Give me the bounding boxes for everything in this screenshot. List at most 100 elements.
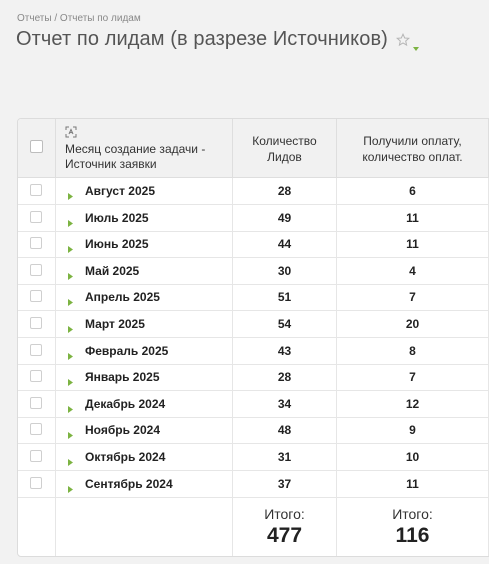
totals-paid-cell: Итого: 116 [337, 498, 489, 556]
table-row[interactable]: Ноябрь 2024 48 9 [18, 417, 489, 445]
row-checkbox[interactable] [30, 450, 42, 462]
row-leads-value: 34 [233, 390, 337, 417]
row-checkbox[interactable] [30, 370, 42, 383]
header-leads-cell[interactable]: Количество Лидов [233, 119, 337, 178]
expand-arrow-icon[interactable] [68, 267, 73, 280]
expand-arrow-icon[interactable] [68, 214, 73, 227]
breadcrumb-current[interactable]: Отчеты по лидам [59, 13, 141, 24]
totals-leads-value: 477 [266, 524, 303, 547]
table-header: Месяц создание задачи - Источник заявки … [18, 119, 489, 178]
row-paid-value: 20 [337, 311, 489, 337]
row-month-label: Июнь 2025 [85, 237, 149, 252]
row-check-cell [18, 284, 56, 311]
row-paid-value: 7 [337, 284, 489, 311]
row-leads-value: 37 [233, 470, 337, 497]
expand-arrow-icon[interactable] [68, 480, 73, 493]
row-paid-value: 8 [337, 337, 489, 364]
row-month-label: Май 2025 [85, 263, 140, 278]
row-checkbox[interactable] [30, 290, 42, 303]
row-check-cell [18, 364, 56, 391]
row-paid-value: 10 [337, 444, 489, 470]
table-row[interactable]: Январь 2025 28 7 [18, 364, 489, 392]
row-checkbox[interactable] [30, 396, 42, 409]
totals-paid-label: Итого: [392, 506, 433, 522]
row-month-label: Февраль 2025 [85, 343, 169, 358]
expand-arrow-icon[interactable] [68, 187, 73, 200]
table-row[interactable]: Сентябрь 2024 37 11 [18, 470, 489, 498]
table-row[interactable]: Март 2025 54 20 [18, 311, 489, 338]
row-month-label: Сентябрь 2024 [85, 476, 173, 491]
header-name-cell[interactable]: Месяц создание задачи - Источник заявки [56, 119, 233, 178]
row-checkbox[interactable] [30, 476, 42, 489]
row-leads-value: 31 [233, 444, 337, 470]
select-all-checkbox[interactable] [30, 140, 43, 153]
row-paid-value: 7 [337, 364, 489, 391]
expand-arrow-icon[interactable] [68, 453, 73, 466]
row-leads-value: 54 [233, 311, 337, 337]
row-month-label: Апрель 2025 [85, 290, 160, 305]
row-checkbox[interactable] [30, 237, 42, 250]
expand-arrow-icon[interactable] [68, 347, 73, 360]
row-name-cell: Декабрь 2024 [56, 390, 233, 417]
row-checkbox[interactable] [30, 343, 42, 356]
table-row[interactable]: Февраль 2025 43 8 [18, 337, 489, 365]
row-checkbox[interactable] [30, 184, 42, 196]
row-name-cell: Сентябрь 2024 [56, 470, 233, 497]
row-check-cell [18, 178, 56, 204]
row-checkbox[interactable] [30, 263, 42, 276]
row-check-cell [18, 417, 56, 444]
row-paid-value: 11 [337, 204, 489, 231]
breadcrumb: Отчеты / Отчеты по лидам [17, 13, 141, 24]
row-check-cell [18, 231, 56, 258]
row-checkbox[interactable] [30, 317, 42, 329]
table-row[interactable]: Июль 2025 49 11 [18, 204, 489, 232]
column-settings-icon[interactable] [65, 126, 77, 138]
row-name-cell: Январь 2025 [56, 364, 233, 391]
table-totals-row: Итого: 477 Итого: 116 [18, 498, 489, 556]
table-row[interactable]: Декабрь 2024 34 12 [18, 390, 489, 418]
row-name-cell: Апрель 2025 [56, 284, 233, 311]
totals-check-cell [18, 498, 56, 556]
table-row[interactable]: Июнь 2025 44 11 [18, 231, 489, 259]
row-month-label: Декабрь 2024 [85, 396, 166, 411]
row-check-cell [18, 204, 56, 231]
row-check-cell [18, 257, 56, 284]
row-month-label: Октябрь 2024 [85, 450, 166, 464]
row-name-cell: Ноябрь 2024 [56, 417, 233, 444]
header-paid-cell[interactable]: Получили оплату, количество оплат. [337, 119, 489, 178]
expand-arrow-icon[interactable] [68, 426, 73, 440]
row-check-cell [18, 337, 56, 364]
caret-down-icon[interactable] [412, 38, 419, 51]
breadcrumb-parent-link[interactable]: Отчеты [17, 13, 52, 24]
expand-arrow-icon[interactable] [68, 373, 73, 387]
row-leads-value: 49 [233, 204, 337, 231]
row-paid-value: 11 [337, 470, 489, 497]
report-table: Месяц создание задачи - Источник заявки … [17, 118, 489, 557]
row-month-label: Ноябрь 2024 [85, 423, 160, 438]
row-checkbox[interactable] [30, 423, 42, 436]
row-name-cell: Август 2025 [56, 178, 233, 204]
expand-arrow-icon[interactable] [68, 400, 73, 413]
table-row[interactable]: Апрель 2025 51 7 [18, 284, 489, 312]
row-leads-value: 30 [233, 257, 337, 284]
row-leads-value: 51 [233, 284, 337, 311]
row-month-label: Январь 2025 [85, 370, 160, 385]
row-check-cell [18, 444, 56, 470]
expand-arrow-icon[interactable] [68, 240, 73, 254]
row-check-cell [18, 390, 56, 417]
header-select-all-cell [18, 119, 56, 178]
expand-arrow-icon[interactable] [68, 293, 73, 307]
row-checkbox[interactable] [30, 210, 42, 223]
table-row[interactable]: Август 2025 28 6 [18, 178, 489, 205]
row-check-cell [18, 311, 56, 337]
row-paid-value: 9 [337, 417, 489, 444]
star-icon[interactable] [395, 32, 410, 47]
row-leads-value: 43 [233, 337, 337, 364]
table-row[interactable]: Октябрь 2024 31 10 [18, 444, 489, 471]
row-paid-value: 11 [337, 231, 489, 258]
row-paid-value: 4 [337, 257, 489, 284]
totals-name-cell [56, 498, 233, 556]
table-row[interactable]: Май 2025 30 4 [18, 257, 489, 285]
row-name-cell: Октябрь 2024 [56, 444, 233, 470]
expand-arrow-icon[interactable] [68, 320, 73, 333]
